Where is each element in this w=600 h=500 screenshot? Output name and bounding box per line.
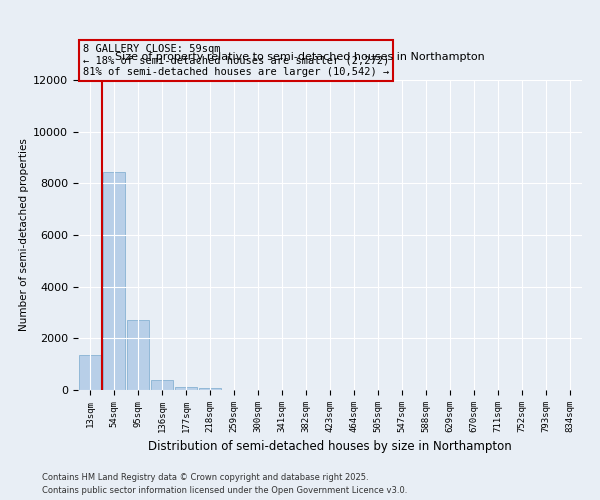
Bar (151, 380, 173, 390)
Text: Contains HM Land Registry data © Crown copyright and database right 2025.
Contai: Contains HM Land Registry data © Crown c… (42, 474, 407, 495)
Text: 8 GALLERY CLOSE: 59sqm
← 18% of semi-detached houses are smaller (2,272)
81% of : 8 GALLERY CLOSE: 59sqm ← 18% of semi-det… (83, 44, 389, 77)
Bar (103, 172, 125, 390)
Text: Size of property relative to semi-detached houses in Northampton: Size of property relative to semi-detach… (115, 52, 485, 62)
Y-axis label: Number of semi-detached properties: Number of semi-detached properties (19, 138, 29, 332)
X-axis label: Distribution of semi-detached houses by size in Northampton: Distribution of semi-detached houses by … (148, 440, 512, 454)
Bar (199, 388, 221, 390)
Bar (79, 355, 101, 390)
Bar (127, 320, 149, 390)
Bar (175, 386, 197, 390)
